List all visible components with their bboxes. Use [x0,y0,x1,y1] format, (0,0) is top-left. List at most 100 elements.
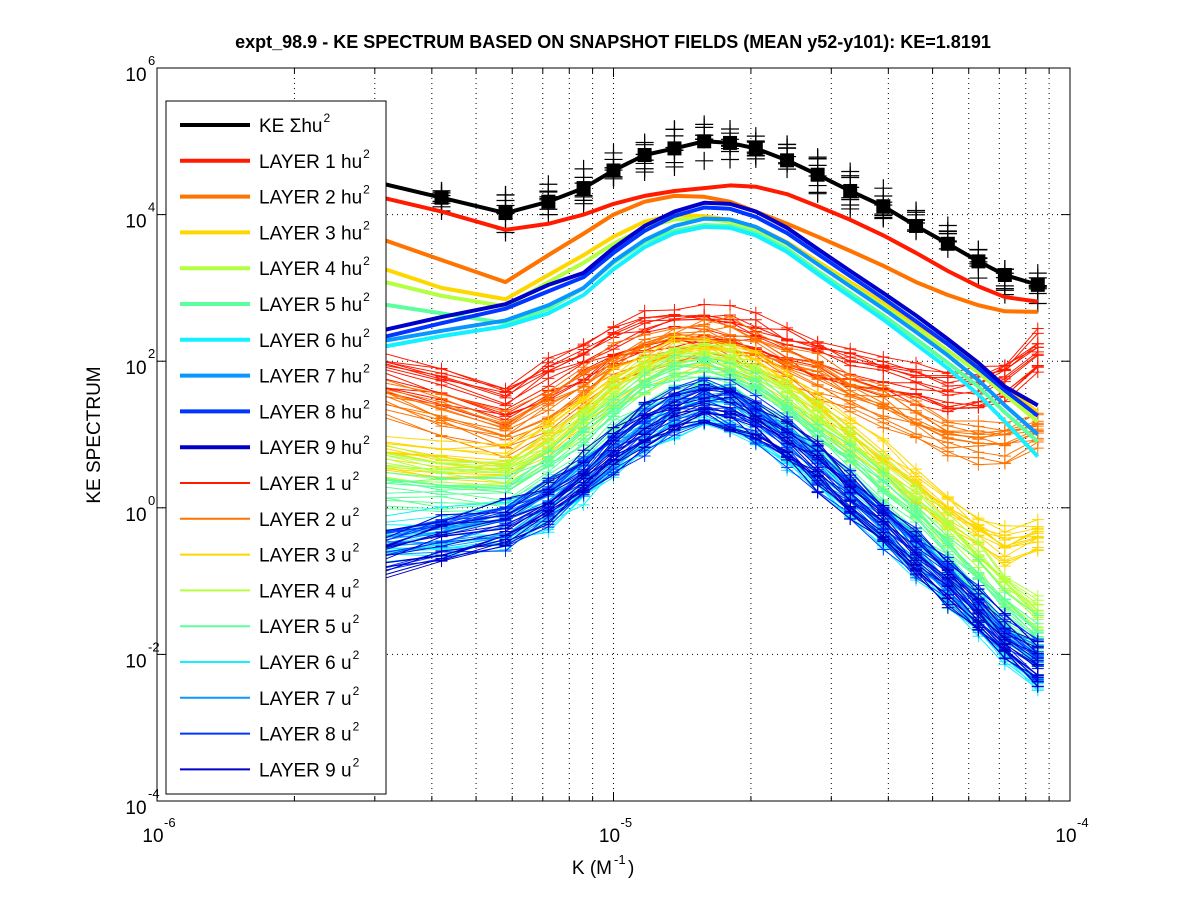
data-point-marker [877,487,890,500]
legend-label: LAYER 9 hu [259,438,362,459]
legend-item: LAYER 7 hu 2 [180,362,370,388]
series-layer-1-u2 [368,298,1044,432]
data-point-marker [998,615,1011,628]
legend-label: LAYER 4 u [259,581,352,602]
data-point-marker [638,410,651,423]
data-point-marker [781,437,794,450]
legend-label-sup: 2 [353,505,360,519]
data-point-marker [697,134,712,149]
y-tick-label: 10 [125,358,146,379]
x-tick-label: 10 [142,826,163,847]
data-point-marker [1031,675,1044,688]
data-point-marker [972,395,985,408]
x-tick-label: 10 [1055,826,1076,847]
data-point-marker [607,454,620,467]
band-line [374,407,1039,662]
data-point-marker [910,510,923,523]
data-point-marker [998,525,1011,538]
data-point-marker [1031,341,1044,354]
data-point-marker [972,512,985,525]
series-layer [365,115,1047,697]
data-point-marker [542,394,555,407]
band-line [374,350,1039,614]
band-line [374,344,1039,597]
x-tick-label: 10 [599,826,620,847]
legend-label: LAYER 1 hu [259,152,362,173]
legend-label: LAYER 5 hu [259,295,362,316]
band-line [374,339,1038,533]
data-point-marker [941,555,954,568]
legend-label: LAYER 7 u [259,689,352,710]
legend-label: LAYER 2 u [259,510,352,531]
data-point-marker [542,360,555,373]
band-line [374,403,1039,665]
data-point-marker [698,384,711,397]
legend-label-sup: 2 [363,433,370,447]
legend-label-sup: 2 [353,576,360,590]
legend-label-sup: 2 [353,612,360,626]
data-point-marker [435,443,448,456]
x-tick-exponent: -4 [1077,815,1089,830]
data-point-marker [665,157,684,176]
data-point-marker [811,361,824,374]
data-point-marker [877,401,890,414]
legend-label-sup: 2 [353,469,360,483]
data-point-marker [638,433,651,446]
data-point-marker [972,616,985,629]
data-point-marker [668,402,681,415]
x-tick-exponent: -6 [164,815,176,830]
data-point-marker [541,194,556,209]
data-point-marker [576,181,591,196]
series-layer-7-hu2 [374,216,1040,436]
data-point-marker [607,468,620,481]
data-point-marker [698,405,711,418]
data-point-marker [998,363,1011,376]
series-line [374,216,1040,436]
data-point-marker [499,417,512,430]
data-point-marker [499,386,512,399]
data-point-marker [698,416,711,429]
data-point-marker [972,596,985,609]
band-line [374,351,1039,612]
y-axis-label: KE SPECTRUM [84,366,105,503]
data-point-marker [435,416,448,429]
data-point-marker [808,149,827,168]
data-point-marker [781,375,794,388]
y-tick-label: 10 [125,651,146,672]
band-line [374,319,1039,407]
band-line [374,379,1039,640]
band-line [374,421,1039,678]
data-point-marker [577,365,590,378]
legend-label-sup: 2 [363,290,370,304]
data-point-marker [940,236,955,251]
data-point-marker [542,425,555,438]
data-point-marker [844,394,857,407]
data-point-marker [781,343,794,356]
legend-item: LAYER 4 hu 2 [180,254,370,280]
data-point-marker [638,357,651,370]
data-point-marker [844,354,857,367]
data-point-marker [998,437,1011,450]
data-point-marker [668,367,681,380]
data-point-marker [1031,361,1044,374]
data-point-marker [607,434,620,447]
y-tick-label: 10 [125,212,146,233]
x-axis-label-text: K (M [572,858,612,879]
data-point-marker [998,541,1011,554]
data-point-marker [435,398,448,411]
data-point-marker [910,559,923,572]
series-line [374,183,1039,304]
data-point-marker [972,420,985,433]
data-point-marker [781,323,794,336]
data-point-marker [542,518,555,531]
x-axis-label-sup: -1 [614,852,626,867]
data-point-marker [606,163,621,178]
data-point-marker [499,439,512,452]
data-point-marker [972,446,985,459]
data-point-marker [909,218,924,233]
band-line [374,316,1038,424]
